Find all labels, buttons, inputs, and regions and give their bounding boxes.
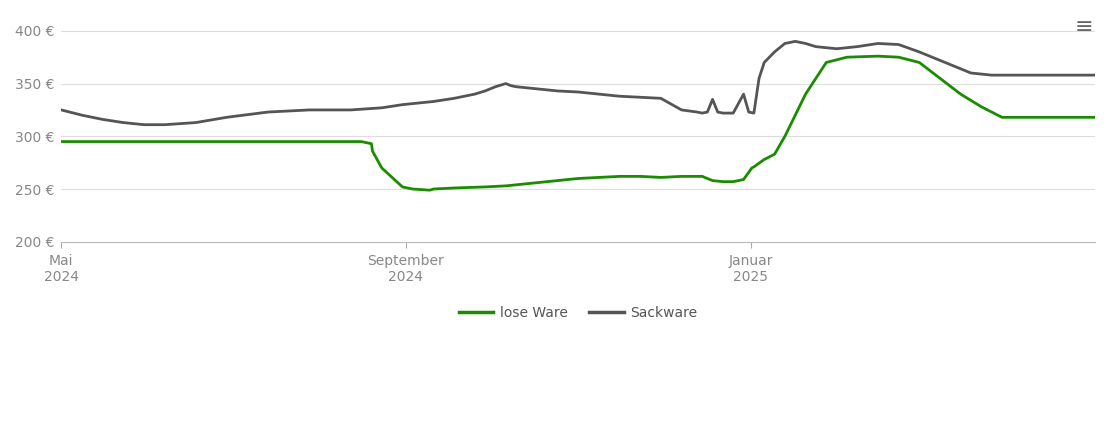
Text: ≡: ≡	[1074, 17, 1093, 37]
Legend: lose Ware, Sackware: lose Ware, Sackware	[453, 300, 704, 325]
